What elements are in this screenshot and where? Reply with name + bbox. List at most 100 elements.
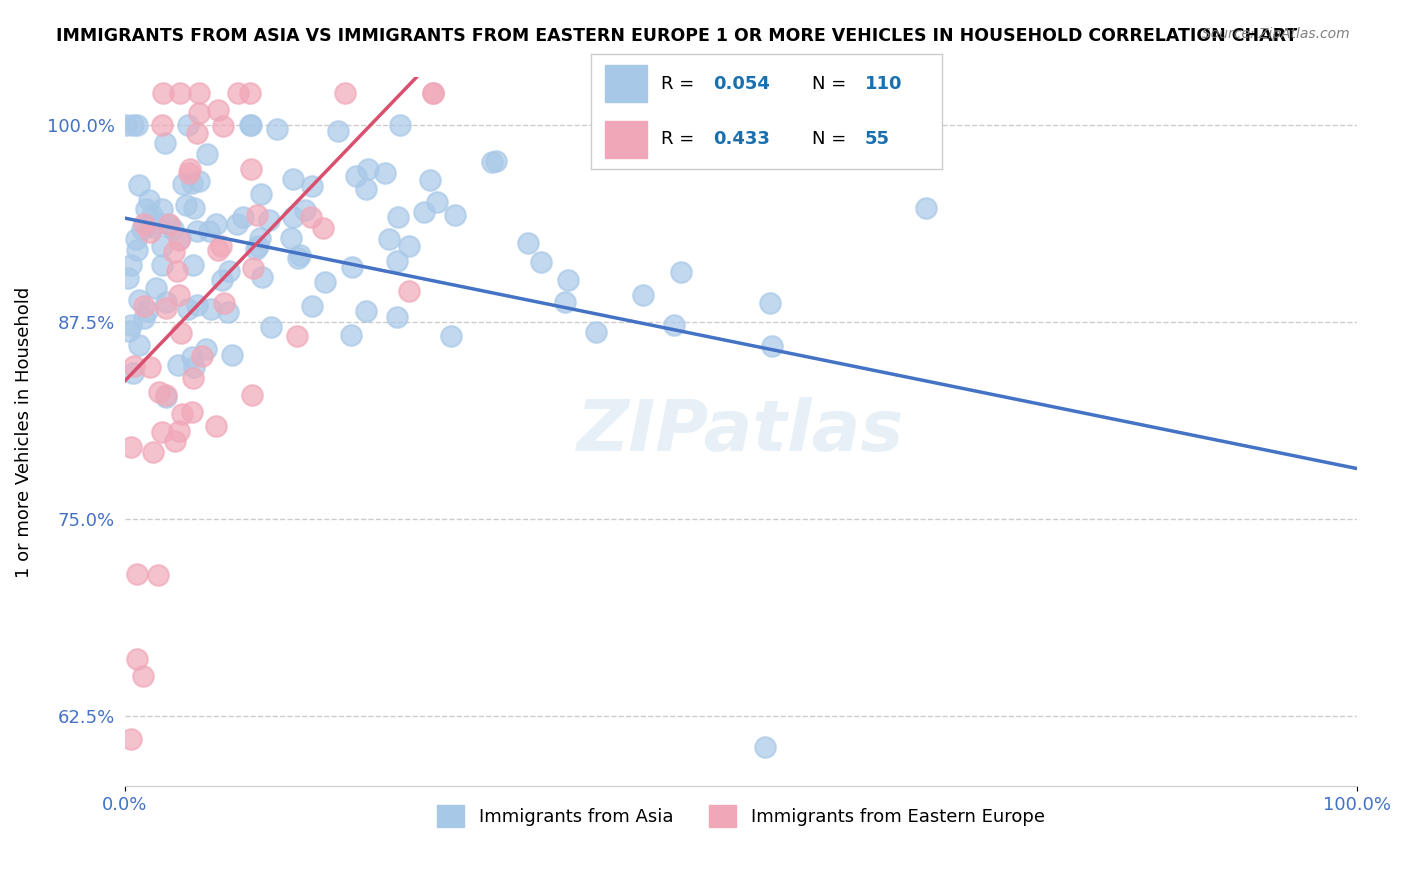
Legend: Immigrants from Asia, Immigrants from Eastern Europe: Immigrants from Asia, Immigrants from Ea… bbox=[430, 797, 1052, 834]
Point bbox=[385, 254, 408, 268]
Point bbox=[232, 211, 254, 225]
Point bbox=[122, 118, 145, 132]
Point bbox=[125, 118, 148, 132]
Point bbox=[557, 273, 579, 287]
Point bbox=[294, 202, 316, 217]
Text: 110: 110 bbox=[865, 75, 903, 93]
Point bbox=[419, 173, 441, 187]
Point bbox=[585, 325, 607, 339]
Point bbox=[136, 218, 159, 232]
Point bbox=[135, 202, 157, 216]
Point bbox=[174, 197, 197, 211]
FancyBboxPatch shape bbox=[605, 120, 647, 158]
Point bbox=[139, 225, 162, 239]
Point bbox=[179, 162, 201, 177]
Point bbox=[426, 194, 449, 209]
Point bbox=[260, 320, 283, 334]
Point bbox=[530, 254, 553, 268]
Point bbox=[221, 348, 243, 362]
Text: 0.433: 0.433 bbox=[713, 130, 770, 148]
Point bbox=[187, 173, 209, 187]
Point bbox=[387, 310, 409, 324]
Point bbox=[139, 359, 162, 374]
Point bbox=[285, 329, 308, 343]
Point bbox=[128, 178, 150, 192]
Point bbox=[481, 155, 503, 169]
Point bbox=[134, 299, 156, 313]
Point bbox=[356, 304, 378, 318]
Point bbox=[281, 171, 304, 186]
Point bbox=[142, 445, 165, 459]
Point bbox=[180, 350, 202, 364]
Point bbox=[150, 425, 173, 440]
Y-axis label: 1 or more Vehicles in Household: 1 or more Vehicles in Household bbox=[15, 286, 32, 578]
Point bbox=[145, 281, 167, 295]
Point bbox=[280, 231, 302, 245]
Point bbox=[212, 120, 235, 134]
Point bbox=[166, 358, 188, 372]
Point bbox=[554, 295, 576, 310]
Point bbox=[250, 269, 273, 284]
Point bbox=[226, 217, 249, 231]
Point bbox=[150, 118, 173, 132]
Point bbox=[664, 318, 686, 332]
Point bbox=[335, 86, 357, 100]
Point bbox=[240, 161, 263, 176]
Text: Source: ZipAtlas.com: Source: ZipAtlas.com bbox=[1202, 27, 1350, 41]
Point bbox=[183, 258, 205, 272]
Point bbox=[148, 215, 170, 229]
Point bbox=[759, 296, 782, 310]
Point bbox=[181, 371, 204, 385]
Point bbox=[444, 208, 467, 222]
Point bbox=[387, 210, 409, 224]
Point bbox=[398, 238, 420, 252]
Point bbox=[517, 235, 540, 250]
Point bbox=[218, 264, 240, 278]
Point bbox=[247, 239, 270, 253]
Point bbox=[440, 329, 463, 343]
Point bbox=[166, 263, 188, 277]
Point bbox=[163, 244, 186, 259]
Point bbox=[138, 194, 160, 208]
Point bbox=[162, 222, 184, 236]
Point bbox=[120, 318, 142, 332]
Point bbox=[342, 260, 364, 274]
Point bbox=[180, 405, 202, 419]
Point bbox=[761, 339, 783, 353]
Point bbox=[150, 258, 173, 272]
Point bbox=[186, 224, 208, 238]
Point bbox=[212, 295, 235, 310]
Point bbox=[257, 213, 280, 227]
Point bbox=[287, 251, 309, 265]
Point bbox=[179, 166, 201, 180]
Point bbox=[207, 244, 229, 258]
Point bbox=[312, 220, 335, 235]
Point bbox=[240, 388, 263, 402]
Point bbox=[141, 208, 163, 222]
Point bbox=[198, 224, 221, 238]
Point bbox=[148, 385, 170, 400]
Point bbox=[217, 305, 239, 319]
Point bbox=[754, 740, 776, 755]
Point bbox=[146, 568, 169, 582]
Point bbox=[186, 126, 208, 140]
Point bbox=[170, 326, 193, 341]
Point bbox=[357, 161, 380, 176]
Point bbox=[167, 288, 190, 302]
Point bbox=[131, 221, 153, 235]
Point bbox=[188, 106, 211, 120]
Point bbox=[153, 136, 176, 151]
Text: ZIPatlas: ZIPatlas bbox=[576, 398, 904, 467]
Point bbox=[326, 124, 349, 138]
Point bbox=[485, 154, 508, 169]
Point bbox=[413, 205, 436, 219]
Point bbox=[737, 134, 759, 148]
Point bbox=[169, 231, 191, 245]
Point bbox=[155, 295, 177, 310]
Point bbox=[132, 217, 155, 231]
Point bbox=[177, 301, 200, 316]
Point bbox=[125, 651, 148, 665]
Point bbox=[117, 271, 139, 285]
Point bbox=[120, 732, 142, 747]
Point bbox=[120, 258, 142, 272]
